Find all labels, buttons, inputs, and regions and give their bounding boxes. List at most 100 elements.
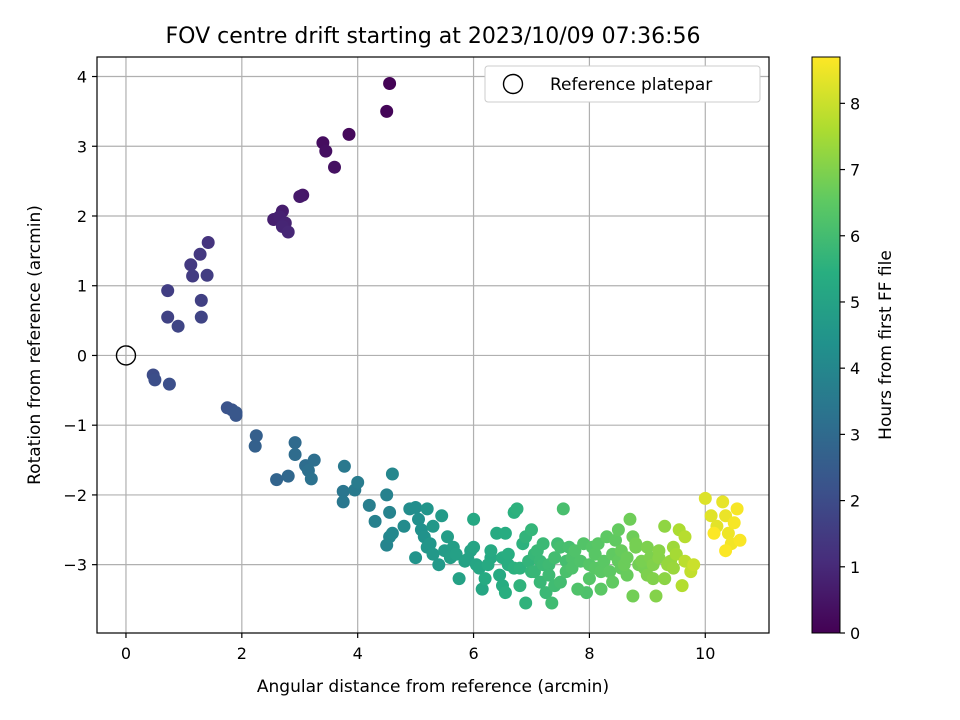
data-point: [501, 547, 515, 561]
data-point: [527, 565, 541, 579]
data-point: [412, 512, 425, 526]
data-point: [342, 127, 356, 141]
data-point: [542, 568, 556, 582]
data-point: [721, 526, 735, 540]
data-point: [493, 568, 507, 582]
colorbar-tick-label: 2: [850, 492, 860, 511]
data-point: [193, 247, 207, 261]
data-point: [383, 505, 397, 519]
data-point: [704, 509, 718, 523]
x-tick-label: 2: [237, 644, 247, 663]
data-point: [449, 547, 463, 561]
y-tick-label: 3: [77, 137, 87, 156]
data-point: [588, 547, 602, 561]
data-point: [201, 236, 215, 249]
data-point: [184, 258, 198, 272]
data-point: [707, 526, 721, 540]
data-point: [200, 268, 214, 282]
data-point: [666, 561, 680, 575]
data-point: [658, 519, 672, 533]
y-axis-label: Rotation from reference (arcmin): [25, 205, 45, 485]
data-point: [606, 575, 620, 589]
data-point: [288, 448, 302, 461]
data-point: [603, 565, 617, 579]
data-point: [698, 491, 712, 505]
colorbar-tick-label: 6: [850, 227, 860, 246]
data-point: [533, 575, 547, 589]
data-point: [539, 586, 553, 600]
colorbar-tick-label: 4: [850, 359, 860, 378]
data-point: [467, 512, 481, 526]
data-point: [687, 558, 701, 572]
grid-lines: [97, 57, 769, 633]
y-tick-label: 4: [77, 68, 87, 87]
data-point: [548, 551, 562, 565]
data-point: [640, 540, 654, 554]
data-point: [594, 582, 608, 596]
data-point: [293, 190, 307, 203]
x-tick-label: 0: [121, 644, 131, 663]
data-point: [475, 582, 489, 596]
colorbar-tick-label: 0: [850, 624, 860, 643]
data-point: [609, 533, 622, 547]
data-point: [646, 572, 660, 586]
colorbar-tick-label: 5: [850, 293, 860, 312]
y-tick-label: −3: [63, 556, 87, 575]
legend-label: Reference platepar: [550, 75, 712, 95]
data-point: [620, 568, 634, 582]
data-point: [545, 596, 559, 610]
data-point: [336, 495, 350, 509]
reference-platepar-point: [115, 345, 137, 366]
data-point: [513, 579, 527, 593]
data-point: [249, 429, 263, 443]
data-point: [194, 310, 208, 324]
data-point: [328, 160, 341, 174]
legend-box: [484, 65, 761, 103]
y-tick-label: −1: [63, 416, 87, 435]
data-point: [513, 561, 527, 575]
data-point: [423, 537, 437, 551]
x-axis-ticks: 0 2 4 6 8 10: [121, 633, 715, 663]
legend-open-circle-icon: [502, 73, 524, 95]
x-tick-label: 10: [695, 644, 715, 663]
data-point: [565, 561, 579, 575]
data-point: [385, 467, 399, 481]
data-point: [229, 406, 243, 420]
colorbar-tick-label: 1: [850, 558, 860, 577]
data-point: [730, 502, 744, 516]
colorbar-label: Hours from first FF file: [876, 250, 896, 440]
data-point: [626, 589, 640, 603]
data-point: [380, 104, 394, 118]
data-point: [432, 558, 446, 572]
colorbar-tick-label: 7: [850, 161, 860, 180]
legend: Reference platepar: [484, 65, 761, 103]
y-tick-label: 1: [77, 277, 87, 296]
data-point: [171, 319, 185, 333]
x-tick-label: 8: [584, 644, 594, 663]
y-tick-label: −2: [63, 486, 87, 505]
data-point: [435, 509, 449, 523]
data-point: [669, 547, 683, 561]
data-point: [467, 540, 481, 554]
data-point: [307, 453, 321, 467]
colorbar-gradient: [811, 56, 841, 634]
colorbar-tick-label: 8: [850, 94, 860, 113]
data-point: [397, 519, 411, 533]
data-point: [498, 586, 512, 600]
data-point: [510, 502, 524, 516]
data-point: [733, 533, 747, 547]
data-point: [716, 495, 730, 509]
data-point: [420, 502, 434, 516]
data-point: [620, 551, 634, 565]
reference-marker: [115, 345, 137, 366]
data-point: [484, 544, 498, 558]
data-point: [525, 523, 538, 537]
data-point: [658, 572, 672, 586]
data-point: [568, 544, 582, 558]
colorbar-tick-label: 3: [850, 425, 860, 444]
data-point: [336, 484, 350, 498]
data-point: [304, 472, 318, 486]
data-points: [146, 77, 747, 610]
